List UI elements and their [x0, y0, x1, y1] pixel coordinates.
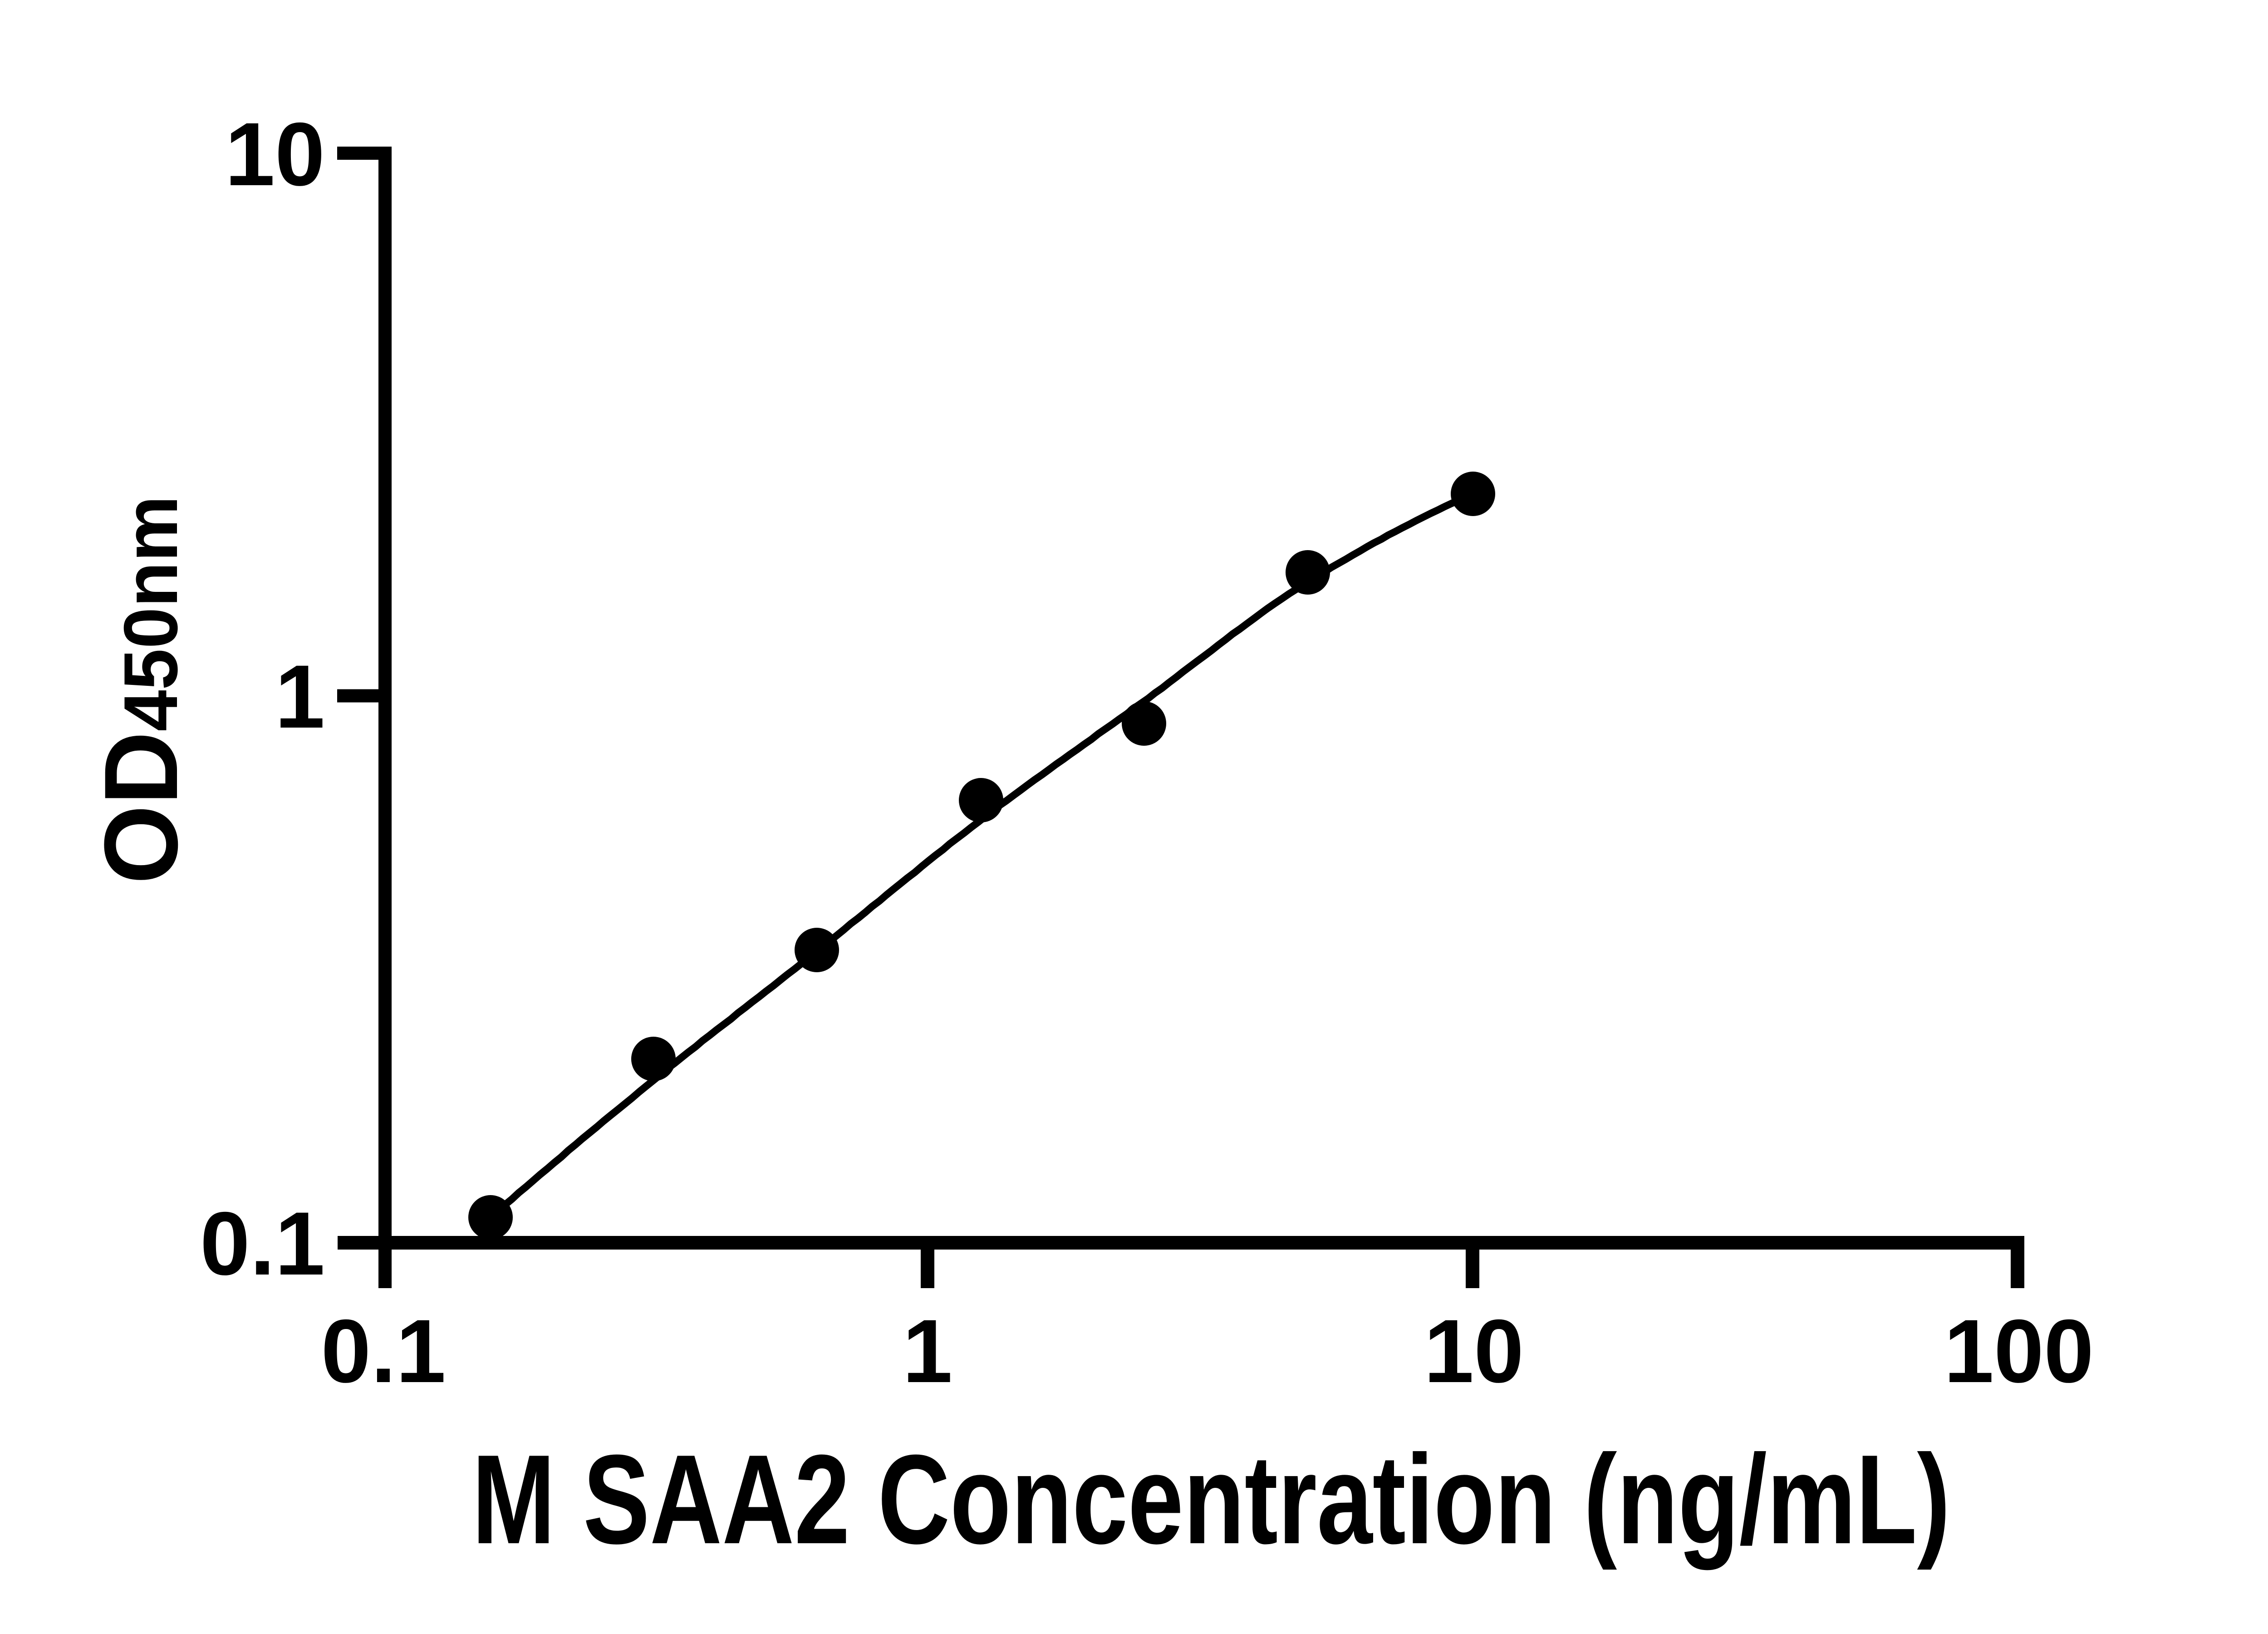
svg-text:0.1: 0.1: [321, 1301, 446, 1401]
svg-text:M SAA2 Concentration (ng/mL): M SAA2 Concentration (ng/mL): [472, 1429, 1950, 1571]
svg-text:1: 1: [275, 646, 325, 747]
svg-text:0.1: 0.1: [200, 1193, 325, 1294]
svg-text:10: 10: [1424, 1301, 1524, 1401]
svg-text:10: 10: [225, 104, 325, 204]
svg-text:100: 100: [1944, 1301, 2094, 1401]
svg-text:1: 1: [903, 1301, 952, 1401]
